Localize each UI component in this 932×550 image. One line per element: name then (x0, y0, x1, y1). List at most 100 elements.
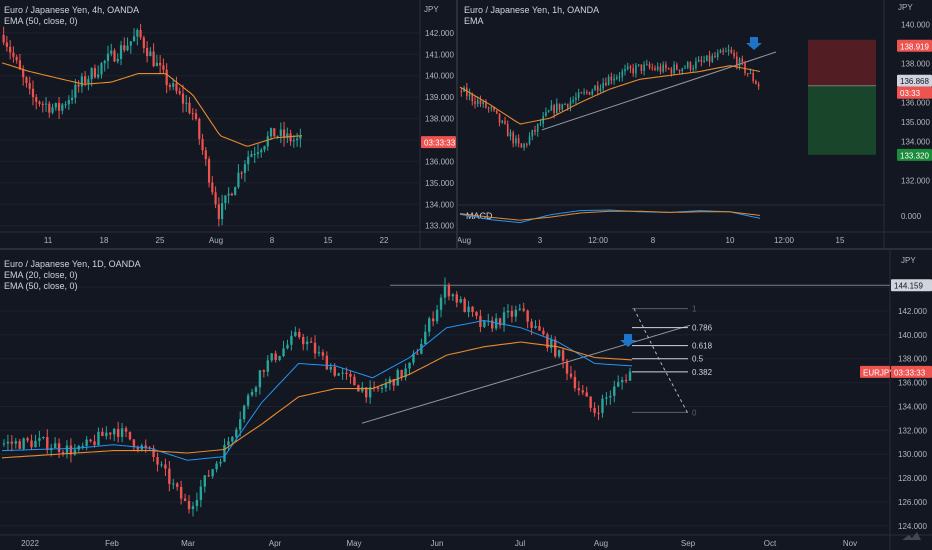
macd-line (459, 209, 761, 224)
chart-4h-candle (181, 93, 185, 104)
chart-1d-candle (132, 439, 136, 448)
timer-tag: 03:33 (900, 89, 921, 98)
chart-1d-candle (620, 380, 624, 383)
chart-1d-candle (30, 440, 33, 448)
chart-1d-candle (81, 445, 84, 447)
chart-panel-1h[interactable]: JPY140.000138.000137.000136.000135.00013… (458, 0, 932, 248)
chart-1h-candle (722, 50, 724, 52)
chart-4h-candle (132, 36, 136, 42)
chart-1h-candle (700, 59, 703, 62)
vertical-divider[interactable] (456, 0, 458, 248)
chart-1h-candle (493, 107, 495, 111)
horizontal-divider[interactable] (0, 248, 932, 250)
chart-4h-candle (207, 159, 211, 183)
y-tick-label: 128.000 (898, 474, 927, 483)
chart-1h-candle (736, 56, 738, 66)
stop-tag-bg (897, 39, 932, 52)
chart-1d-candle (262, 370, 266, 372)
chart-1h-candle (654, 67, 656, 70)
chart-1d-candle (617, 382, 620, 387)
chart-1d-candle (26, 438, 29, 441)
chart-1d-candle (581, 390, 584, 393)
chart-1d-candle (380, 387, 384, 389)
chart-4h-candle (273, 128, 276, 137)
chart-1d-candle (152, 448, 155, 457)
chart-4h-candle (48, 103, 51, 113)
chart-4h-candle (126, 45, 129, 51)
chart-1d-candle (270, 353, 273, 361)
chart-1d-svg[interactable]: JPY144.000142.000140.000138.000136.00013… (0, 250, 932, 550)
chart-4h-candle (54, 103, 57, 108)
chart-4h-candle (165, 69, 168, 86)
chart-1h-candle (686, 62, 689, 68)
timer-tag-bg (891, 365, 932, 378)
chart-1d-candle (14, 441, 17, 444)
chart-4h-candle (282, 129, 286, 138)
chart-1d-candle (416, 353, 419, 355)
chart-1d-candle (219, 461, 222, 464)
chart-1d-candle (183, 498, 187, 502)
chart-1d-candle (569, 373, 573, 377)
chart-1d-candle (554, 339, 557, 357)
chart-1h-svg[interactable]: JPY140.000138.000137.000136.000135.00013… (458, 0, 932, 248)
x-tick-label: 18 (100, 236, 109, 245)
chart-4h-candle (172, 83, 175, 87)
chart-1d-candle (396, 370, 399, 386)
chart-1h-candle (479, 100, 482, 105)
chart-4h-candle (230, 193, 233, 196)
chart-panel-1d[interactable]: JPY144.000142.000140.000138.000136.00013… (0, 250, 932, 550)
chart-4h-candle (175, 83, 178, 92)
chart-1d-candle (215, 463, 218, 470)
target-tag: 133.320 (900, 151, 929, 160)
chart-4h-candle (146, 48, 149, 57)
y-tick-label: 140.000 (901, 21, 930, 30)
chart-1d-candle (57, 443, 61, 453)
macd-signal-line (459, 210, 761, 221)
chart-panel-4h[interactable]: JPY 142.000 141.000 140.000 139.000 138.000 13… (0, 0, 456, 248)
fib-label: 0.5 (692, 355, 704, 364)
chart-1d-candle (522, 308, 525, 311)
y-tick-label: 136.000 (425, 157, 454, 166)
x-tick-label: Apr (269, 539, 282, 548)
chart-1d-candle (361, 387, 364, 392)
trendline (541, 51, 777, 131)
chart-1d-candle (101, 431, 104, 437)
chart-1d-candle (400, 370, 403, 378)
chart-1h-candle (621, 71, 624, 77)
chart-1d-candle (305, 341, 309, 345)
chart-1d-candle (144, 445, 147, 448)
chart-1h-candle (545, 112, 547, 117)
chart-1h-candle (714, 56, 716, 58)
chart-1d-candle (368, 387, 372, 398)
chart-1d-candle (349, 374, 352, 377)
fib-label: 0.618 (692, 342, 713, 351)
chart-4h-candle (168, 85, 172, 87)
chart-1d-candle (199, 486, 203, 501)
legend-4h: Euro / Japanese Yen, 4h, OANDA EMA (50, … (4, 5, 139, 27)
chart-1d-candle (69, 445, 73, 455)
ema-50-line (1, 341, 633, 459)
chart-1h-candle (684, 67, 686, 69)
chart-1h-candle (706, 55, 708, 61)
chart-4h-candle (243, 164, 247, 173)
chart-4h-svg[interactable]: JPY 142.000 141.000 140.000 139.000 138.000 13… (0, 0, 456, 248)
chart-1d-candle (187, 501, 191, 510)
chart-1h-candle (526, 143, 528, 145)
chart-1h-candle (528, 136, 531, 145)
chart-4h-candle (9, 46, 12, 53)
chart-4h-candle (201, 138, 204, 151)
chart-4h-candle (103, 60, 106, 64)
tradingview-logo-icon (902, 532, 921, 540)
stop-loss-zone (808, 39, 876, 86)
y-tick-label: 135.000 (901, 118, 930, 127)
x-tick-label: 8 (270, 236, 275, 245)
chart-1h-candle (640, 64, 643, 71)
y-tick-label: 132.000 (901, 177, 930, 186)
chart-1d-candle (577, 388, 581, 391)
chart-4h-candle (142, 37, 145, 49)
chart-1d-candle (491, 320, 494, 329)
chart-1h-candle (471, 93, 474, 102)
chart-4h-candle (159, 62, 162, 66)
chart-1h-candle (509, 132, 512, 137)
chart-1d-candle (266, 360, 269, 372)
